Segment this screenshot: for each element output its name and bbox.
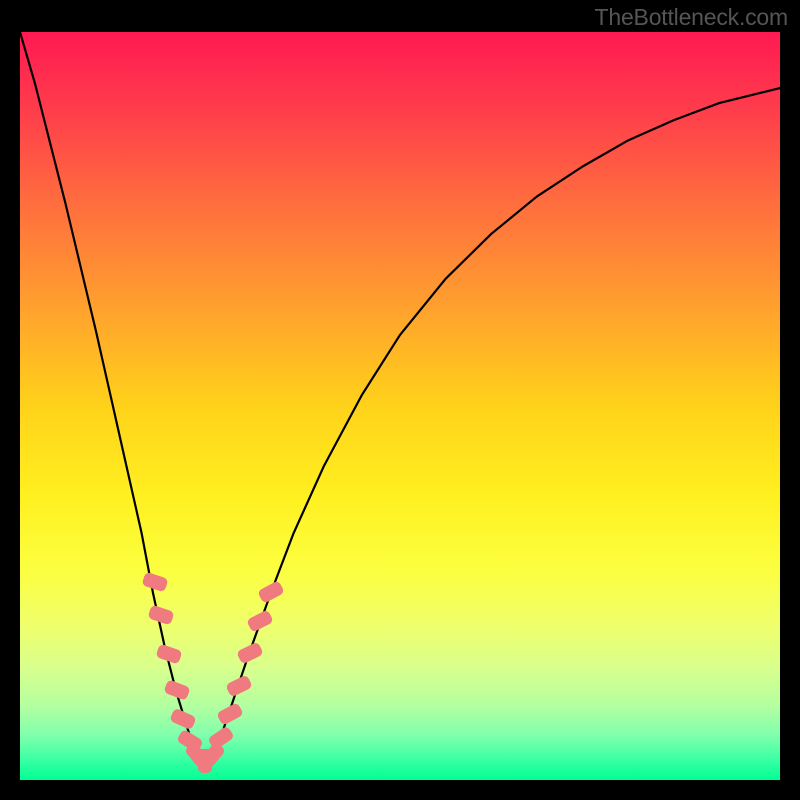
- curve-marker: [216, 702, 244, 726]
- curve-marker: [257, 580, 285, 604]
- plot-area: [20, 32, 780, 780]
- curve-marker: [155, 644, 182, 665]
- watermark-text: TheBottleneck.com: [595, 4, 788, 31]
- curve-marker: [236, 641, 264, 664]
- curve-marker: [148, 605, 175, 626]
- curve-marker: [246, 610, 274, 633]
- curve-marker: [225, 674, 253, 697]
- curve-marker: [142, 571, 169, 592]
- curve-marker: [163, 679, 190, 701]
- curve-markers-layer: [20, 32, 780, 780]
- curve-marker: [170, 707, 198, 730]
